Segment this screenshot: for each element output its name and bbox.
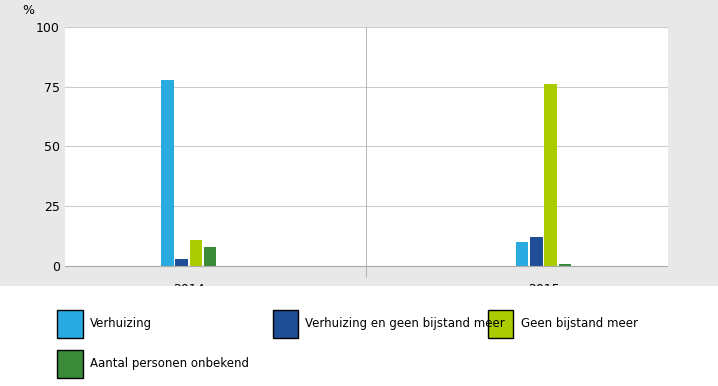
Bar <box>530 237 543 266</box>
Bar <box>175 259 188 266</box>
FancyBboxPatch shape <box>57 310 83 338</box>
FancyBboxPatch shape <box>57 350 83 378</box>
FancyBboxPatch shape <box>488 310 513 338</box>
Bar <box>65 266 668 278</box>
Text: Verhuizing: Verhuizing <box>90 317 152 330</box>
Text: %: % <box>22 4 34 17</box>
Bar <box>161 80 174 266</box>
Bar <box>559 264 572 266</box>
Bar <box>204 247 216 266</box>
Text: Verhuizing en geen bijstand meer: Verhuizing en geen bijstand meer <box>305 317 505 330</box>
Bar <box>190 240 202 266</box>
FancyBboxPatch shape <box>273 310 298 338</box>
Text: Aantal personen onbekend: Aantal personen onbekend <box>90 357 248 371</box>
Bar <box>516 242 528 266</box>
Text: Geen bijstand meer: Geen bijstand meer <box>521 317 638 330</box>
Bar <box>544 85 557 266</box>
